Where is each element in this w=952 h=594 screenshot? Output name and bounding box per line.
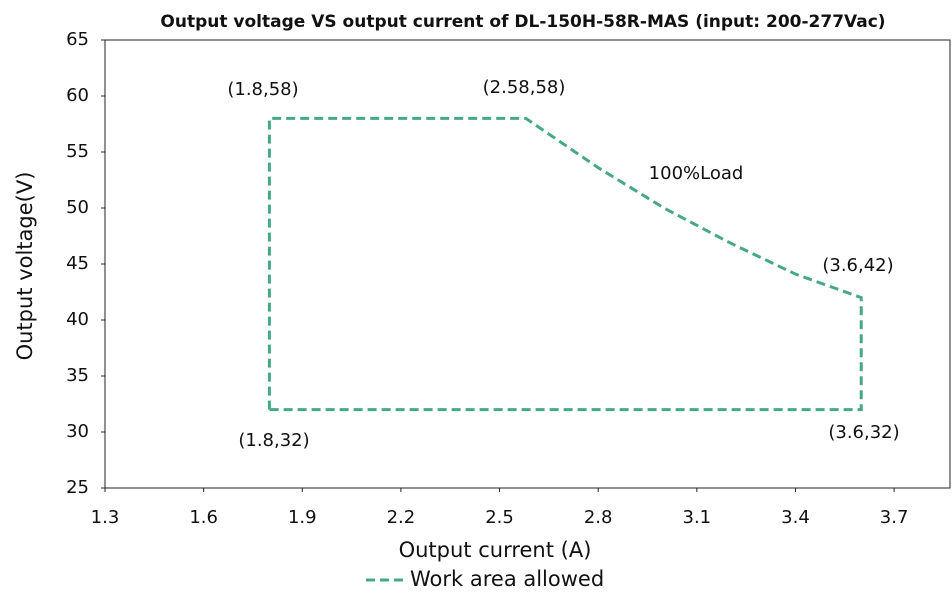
y-tick-label: 65 bbox=[66, 29, 89, 50]
x-tick-label: 2.5 bbox=[485, 507, 514, 528]
series-line bbox=[267, 116, 863, 412]
y-tick-label: 55 bbox=[66, 141, 89, 162]
x-tick-label: 3.1 bbox=[683, 507, 712, 528]
y-axis-label: Output voltage(V) bbox=[13, 172, 37, 361]
x-tick-label: 3.7 bbox=[880, 507, 909, 528]
chart-title: Output voltage VS output current of DL-1… bbox=[160, 12, 885, 32]
y-tick-label: 40 bbox=[66, 309, 89, 330]
x-tick-label: 2.8 bbox=[584, 507, 613, 528]
annotation: (2.58,58) bbox=[483, 77, 566, 98]
y-tick-label: 60 bbox=[66, 85, 89, 106]
annotation: (1.8,32) bbox=[238, 430, 309, 451]
legend-label: Work area allowed bbox=[410, 567, 604, 591]
y-tick-label: 35 bbox=[66, 365, 89, 386]
x-tick-label: 1.9 bbox=[288, 507, 317, 528]
x-tick-label: 3.4 bbox=[781, 507, 810, 528]
y-tick-label: 30 bbox=[66, 421, 89, 442]
x-tick-label: 1.3 bbox=[91, 507, 120, 528]
annotation: (3.6,32) bbox=[828, 422, 899, 443]
annotation: (1.8,58) bbox=[227, 79, 298, 100]
x-tick-label: 1.6 bbox=[189, 507, 218, 528]
y-tick-label: 25 bbox=[66, 477, 89, 498]
y-tick-label: 50 bbox=[66, 197, 89, 218]
annotation: (3.6,42) bbox=[822, 255, 893, 276]
x-axis-label: Output current (A) bbox=[399, 538, 592, 562]
annotation: 100%Load bbox=[649, 163, 744, 184]
y-tick-label: 45 bbox=[66, 253, 89, 274]
x-tick-label: 2.2 bbox=[387, 507, 416, 528]
